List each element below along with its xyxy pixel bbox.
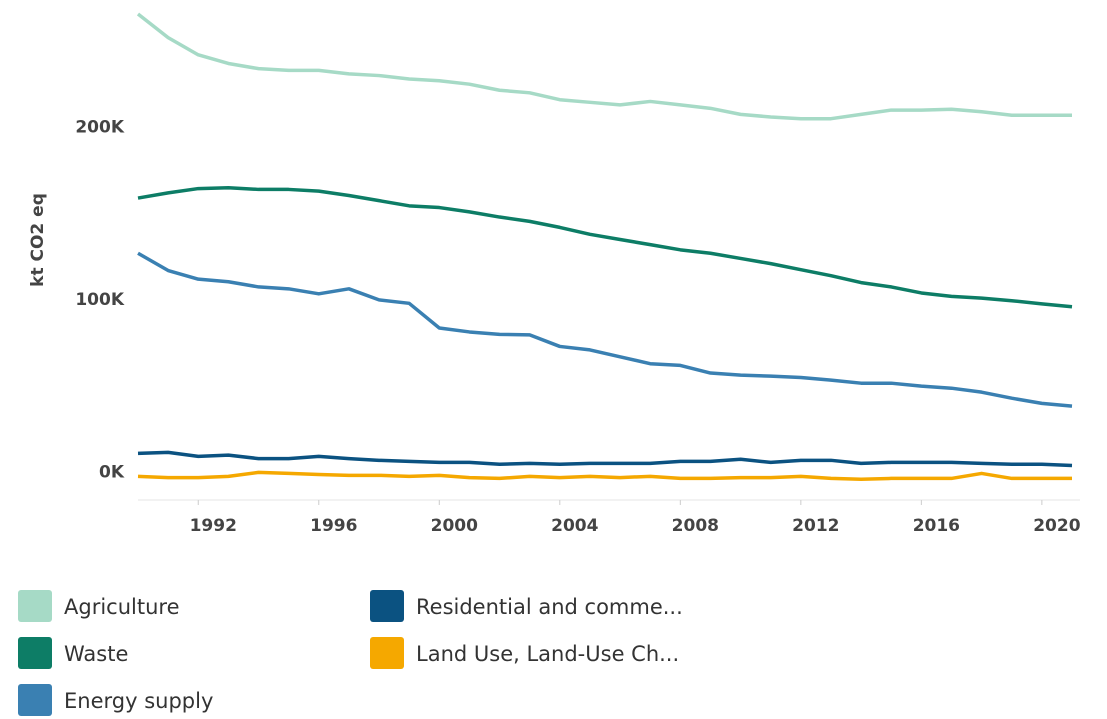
legend-swatch — [370, 590, 404, 622]
y-axis-label: kt CO2 eq — [28, 193, 48, 287]
series-line — [137, 185, 1073, 309]
series-line — [136, 12, 1072, 121]
legend-swatch — [18, 684, 52, 716]
x-tick-label: 2004 — [551, 516, 598, 536]
y-tick-label: 0K — [99, 462, 125, 482]
series-line — [137, 450, 1073, 468]
legend-label: Land Use, Land-Use Ch... — [416, 642, 679, 666]
y-tick-label: 200K — [75, 117, 124, 137]
x-tick-label: 1992 — [190, 516, 237, 536]
legend-label: Waste — [64, 642, 128, 666]
legend-swatch — [18, 590, 52, 622]
legend-label: Residential and comme... — [416, 595, 683, 619]
x-tick-label: 2016 — [913, 516, 960, 536]
legend-swatch — [370, 637, 404, 669]
x-tick-label: 2012 — [792, 516, 839, 536]
x-tick-label: 2000 — [431, 516, 478, 536]
x-tick-label: 2020 — [1033, 516, 1080, 536]
x-tick-label: 2008 — [672, 516, 719, 536]
y-tick-label: 100K — [75, 290, 124, 310]
series-line — [137, 470, 1072, 482]
series-line — [137, 251, 1073, 408]
legend-label: Agriculture — [64, 595, 180, 619]
legend-swatch — [18, 637, 52, 669]
legend-label: Energy supply — [64, 689, 213, 713]
x-tick-label: 1996 — [310, 516, 357, 536]
